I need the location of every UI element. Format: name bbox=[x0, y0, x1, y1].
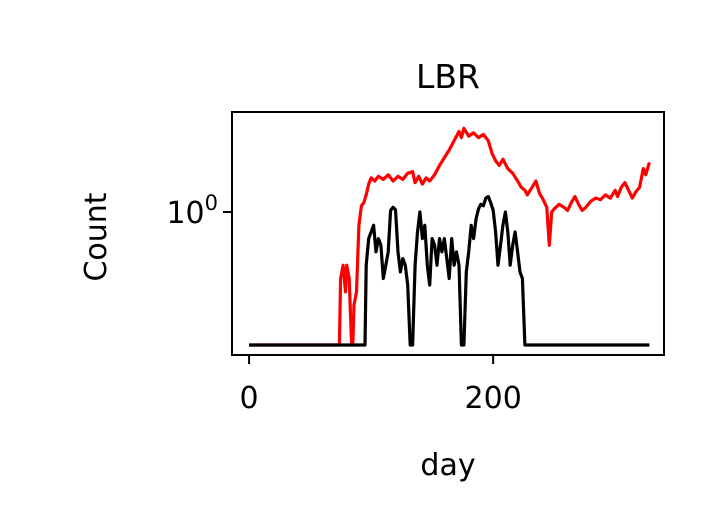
y-tick-label-1: 100 bbox=[166, 191, 218, 231]
x-tick-label-2: 200 bbox=[465, 381, 522, 416]
x-axis-label: day bbox=[420, 448, 475, 483]
plot-frame bbox=[231, 111, 665, 356]
series-layer bbox=[249, 126, 651, 347]
y-axis: 100 bbox=[166, 191, 232, 231]
chart-title: LBR bbox=[416, 57, 480, 96]
x-tick-label-1: 0 bbox=[240, 381, 259, 416]
x-axis: 0 200 bbox=[240, 355, 522, 416]
series-line-2 bbox=[249, 194, 650, 347]
y-axis-label: Count bbox=[79, 192, 114, 281]
series-line-1 bbox=[249, 126, 651, 347]
